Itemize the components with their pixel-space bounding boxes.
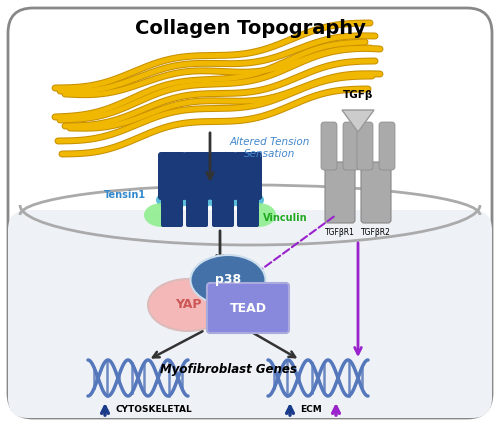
Text: Vinculin: Vinculin [262,213,308,223]
Text: ECM: ECM [300,406,322,414]
Text: p38: p38 [215,273,241,287]
Text: TGFβR1: TGFβR1 [325,228,355,237]
FancyBboxPatch shape [170,152,186,200]
Text: TGFβ: TGFβ [343,90,373,100]
Ellipse shape [148,279,228,331]
Ellipse shape [190,255,266,305]
FancyBboxPatch shape [343,122,359,170]
Text: Myofibroblast Genes: Myofibroblast Genes [160,363,296,377]
FancyBboxPatch shape [361,162,391,223]
Ellipse shape [144,203,180,227]
Text: Tensin1: Tensin1 [104,190,146,200]
Ellipse shape [156,191,188,209]
Ellipse shape [232,191,264,209]
FancyBboxPatch shape [209,152,225,200]
FancyBboxPatch shape [234,152,250,200]
FancyBboxPatch shape [161,193,183,227]
FancyBboxPatch shape [237,193,259,227]
FancyBboxPatch shape [212,193,234,227]
FancyBboxPatch shape [325,162,355,223]
FancyBboxPatch shape [357,122,373,170]
FancyBboxPatch shape [207,283,289,333]
FancyBboxPatch shape [8,210,492,418]
FancyBboxPatch shape [183,152,199,200]
FancyBboxPatch shape [246,152,262,200]
Text: TGFβR2: TGFβR2 [361,228,391,237]
Text: YAP: YAP [175,299,201,311]
Polygon shape [342,110,374,132]
FancyBboxPatch shape [321,122,337,170]
Text: TEAD: TEAD [230,302,266,314]
FancyBboxPatch shape [186,193,208,227]
Ellipse shape [240,203,276,227]
Ellipse shape [207,191,239,209]
FancyBboxPatch shape [158,152,174,200]
Text: Collagen Topography: Collagen Topography [134,18,366,37]
Text: Altered Tension
Sensation: Altered Tension Sensation [230,137,310,159]
FancyBboxPatch shape [379,122,395,170]
FancyBboxPatch shape [221,152,237,200]
FancyBboxPatch shape [8,8,492,418]
FancyBboxPatch shape [195,152,211,200]
Text: CYTOSKELETAL: CYTOSKELETAL [115,406,192,414]
Ellipse shape [181,191,213,209]
